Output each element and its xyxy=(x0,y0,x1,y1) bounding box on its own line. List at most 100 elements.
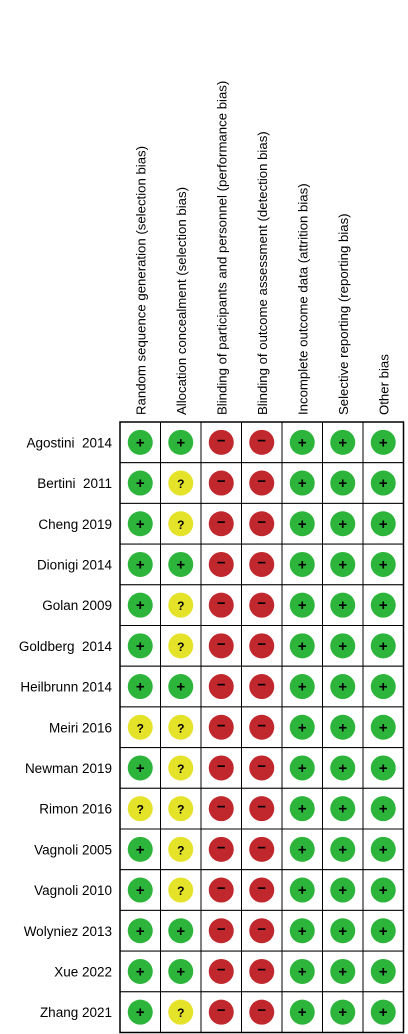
risk-low-icon: + xyxy=(289,470,315,496)
risk-high-icon: − xyxy=(208,674,234,700)
rating-symbol: + xyxy=(136,679,145,696)
rating-symbol: + xyxy=(379,475,388,492)
rating-symbol: + xyxy=(136,882,145,899)
rating-symbol: + xyxy=(176,679,185,696)
risk-high-icon: − xyxy=(208,429,234,455)
risk-low-icon: + xyxy=(330,470,356,496)
rating-symbol: ? xyxy=(177,518,184,532)
rating-symbol: + xyxy=(379,963,388,980)
risk-low-icon: + xyxy=(168,551,194,577)
risk-low-icon: + xyxy=(330,511,356,537)
domain-header: Allocation concealment (selection bias) xyxy=(174,187,189,415)
grid-cell xyxy=(241,869,283,911)
rating-symbol: − xyxy=(257,717,266,734)
risk-high-icon: − xyxy=(208,999,234,1025)
risk-unclear-icon: ? xyxy=(127,796,153,822)
risk-low-icon: + xyxy=(370,958,396,984)
risk-low-icon: + xyxy=(127,592,153,618)
rating-symbol: + xyxy=(136,475,145,492)
rating-symbol: + xyxy=(298,638,307,655)
risk-low-icon: + xyxy=(289,999,315,1025)
rating-symbol: ? xyxy=(177,884,184,898)
study-label: Golan 2009 xyxy=(42,598,112,613)
rating-symbol: + xyxy=(379,923,388,940)
grid-cell xyxy=(241,543,283,586)
risk-low-icon: + xyxy=(127,958,153,984)
risk-low-icon: + xyxy=(168,918,194,944)
risk-high-icon: − xyxy=(208,836,234,862)
risk-low-icon: + xyxy=(127,633,153,659)
risk-low-icon: + xyxy=(330,796,356,822)
risk-high-icon: − xyxy=(249,633,275,659)
risk-high-icon: − xyxy=(249,714,275,740)
study-label: Meiri 2016 xyxy=(49,720,112,735)
rating-symbol: + xyxy=(136,760,145,777)
domain-header: Blinding of outcome assessment (detectio… xyxy=(255,131,270,415)
risk-low-icon: + xyxy=(289,836,315,862)
rating-symbol: − xyxy=(217,514,226,531)
domain-headers: Random sequence generation (selection bi… xyxy=(133,81,391,415)
rating-symbol: + xyxy=(298,963,307,980)
risk-low-icon: + xyxy=(370,429,396,455)
rating-symbol: + xyxy=(379,1004,388,1021)
risk-low-icon: + xyxy=(127,877,153,903)
grid-border xyxy=(119,421,405,1034)
risk-low-icon: + xyxy=(330,551,356,577)
risk-low-icon: + xyxy=(370,633,396,659)
domain-header: Blinding of participants and personnel (… xyxy=(214,81,229,415)
rating-symbol: − xyxy=(217,677,226,694)
domain-header: Incomplete outcome data (attrition bias) xyxy=(295,183,310,415)
rating-symbol: ? xyxy=(177,1006,184,1020)
risk-low-icon: + xyxy=(330,877,356,903)
risk-low-icon: + xyxy=(330,633,356,659)
study-label: Xue 2022 xyxy=(54,964,112,979)
rating-symbol: + xyxy=(379,801,388,818)
rating-symbol: ? xyxy=(177,640,184,654)
study-label: Wolyniez 2013 xyxy=(24,924,112,939)
risk-low-icon: + xyxy=(370,470,396,496)
risk-high-icon: − xyxy=(249,796,275,822)
risk-low-icon: + xyxy=(289,877,315,903)
risk-high-icon: − xyxy=(249,429,275,455)
rating-symbol: + xyxy=(298,679,307,696)
rating-symbol: − xyxy=(217,758,226,775)
risk-low-icon: + xyxy=(127,836,153,862)
study-label: Dionigi 2014 xyxy=(37,557,113,572)
risk-low-icon: + xyxy=(370,999,396,1025)
rating-symbol: + xyxy=(338,556,347,573)
risk-high-icon: − xyxy=(249,674,275,700)
rating-symbol: + xyxy=(379,760,388,777)
risk-unclear-icon: ? xyxy=(127,714,153,740)
risk-low-icon: + xyxy=(370,592,396,618)
risk-high-icon: − xyxy=(249,958,275,984)
rating-symbol: + xyxy=(338,801,347,818)
risk-high-icon: − xyxy=(249,755,275,781)
rating-symbol: ? xyxy=(177,599,184,613)
risk-high-icon: − xyxy=(208,958,234,984)
rating-symbol: + xyxy=(379,556,388,573)
risk-unclear-icon: ? xyxy=(168,877,194,903)
rating-symbol: − xyxy=(257,636,266,653)
risk-low-icon: + xyxy=(370,551,396,577)
rating-symbol: + xyxy=(379,719,388,736)
risk-low-icon: + xyxy=(330,429,356,455)
rating-symbol: ? xyxy=(177,843,184,857)
study-label: Cheng 2019 xyxy=(38,517,112,532)
risk-low-icon: + xyxy=(289,714,315,740)
domain-header: Random sequence generation (selection bi… xyxy=(133,146,148,415)
rating-symbol: − xyxy=(217,432,226,449)
risk-low-icon: + xyxy=(330,714,356,740)
risk-low-icon: + xyxy=(127,999,153,1025)
study-label: Zhang 2021 xyxy=(40,1005,112,1020)
rating-symbol: − xyxy=(257,758,266,775)
risk-high-icon: − xyxy=(249,836,275,862)
rating-symbol: + xyxy=(338,882,347,899)
risk-low-icon: + xyxy=(289,429,315,455)
rating-symbol: + xyxy=(176,963,185,980)
risk-high-icon: − xyxy=(208,714,234,740)
risk-high-icon: − xyxy=(208,877,234,903)
rating-symbol: + xyxy=(338,475,347,492)
study-label: Vagnoli 2005 xyxy=(34,842,112,857)
rating-symbol: + xyxy=(136,516,145,533)
